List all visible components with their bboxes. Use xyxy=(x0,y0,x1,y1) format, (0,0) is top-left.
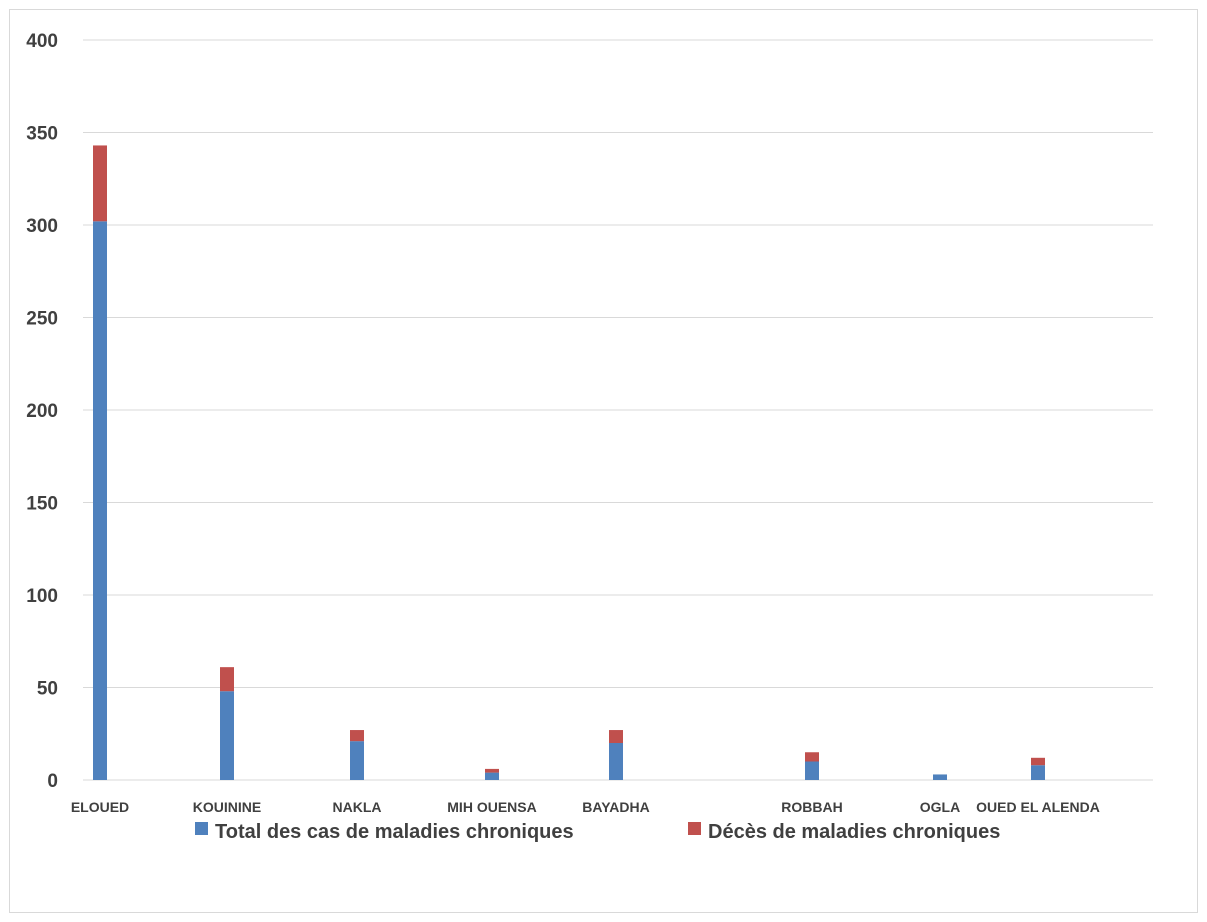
chart-frame xyxy=(9,9,1198,913)
y-tick-label: 300 xyxy=(26,216,58,237)
bar-segment-total-nakla xyxy=(350,741,364,780)
legend-label-total: Total des cas de maladies chroniques xyxy=(215,821,574,843)
x-category-label: ELOUED xyxy=(71,799,129,815)
bar-segment-deces-mih-ouensa xyxy=(485,768,499,773)
x-category-label: OGLA xyxy=(920,799,960,815)
bars xyxy=(93,145,1045,781)
y-tick-label: 0 xyxy=(47,771,58,792)
gridlines xyxy=(83,39,1153,781)
y-tick-label: 200 xyxy=(26,401,58,422)
bar-segment-total-kouinine xyxy=(220,691,234,780)
bar-segment-total-robbah xyxy=(805,761,819,780)
y-tick-label: 250 xyxy=(26,309,58,330)
y-tick-label: 400 xyxy=(26,31,58,52)
bar-segment-total-bayadha xyxy=(609,743,623,780)
x-category-label: BAYADHA xyxy=(582,799,649,815)
y-tick-label: 100 xyxy=(26,586,58,607)
bar-segment-total-oued-el-alenda xyxy=(1031,765,1045,780)
x-category-label: OUED EL ALENDA xyxy=(976,799,1100,815)
legend: Total des cas de maladies chroniques Déc… xyxy=(195,821,1000,843)
bar-segment-deces-eloued xyxy=(93,145,107,222)
bar-segment-deces-robbah xyxy=(805,752,819,762)
bar-segment-total-eloued xyxy=(93,221,107,781)
y-tick-label: 50 xyxy=(37,679,58,700)
bar-segment-deces-bayadha xyxy=(609,730,623,743)
legend-swatch-deces xyxy=(688,822,701,835)
axis-labels: 0 50 100 150 200 250 300 350 400 ELOUED KOUININE NA… xyxy=(26,31,1100,815)
bar-segment-total-ogla xyxy=(933,774,947,780)
x-category-label: NAKLA xyxy=(333,799,382,815)
x-category-label: ROBBAH xyxy=(781,799,842,815)
legend-label-deces: Décès de maladies chroniques xyxy=(708,821,1000,843)
x-category-label: MIH OUENSA xyxy=(447,799,536,815)
x-category-label: KOUININE xyxy=(193,799,261,815)
y-tick-label: 150 xyxy=(26,494,58,515)
bar-segment-deces-oued-el-alenda xyxy=(1031,757,1045,766)
legend-swatch-total xyxy=(195,822,208,835)
y-tick-label: 350 xyxy=(26,124,58,145)
bar-segment-deces-nakla xyxy=(350,730,364,742)
bar-segment-total-mih-ouensa xyxy=(485,772,499,780)
bar-segment-deces-kouinine xyxy=(220,667,234,692)
